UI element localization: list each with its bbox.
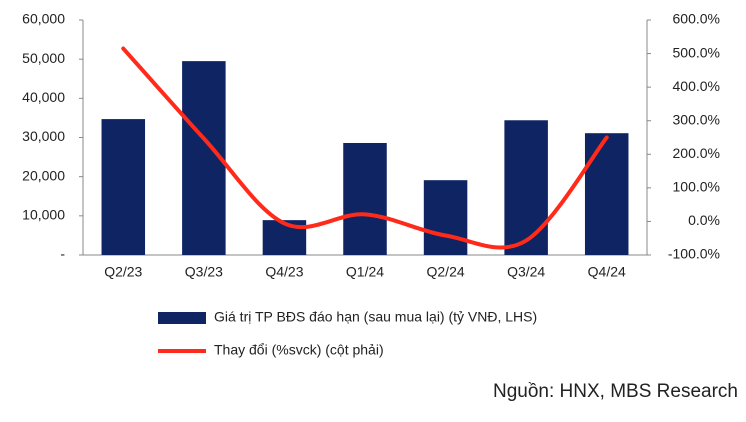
y-tick-label: 60,000	[22, 11, 65, 27]
y2-tick-label: 500.0%	[673, 44, 720, 60]
y2-tick-label: 100.0%	[673, 179, 720, 195]
y-tick-label: 50,000	[22, 50, 65, 66]
source: Nguồn: HNX, MBS Research	[493, 381, 738, 402]
x-tick-label: Q2/23	[104, 264, 142, 280]
y-tick-label: -	[60, 246, 65, 262]
x-tick-label: Q4/24	[588, 264, 626, 280]
y-tick-label: 30,000	[22, 128, 65, 144]
bar	[584, 133, 629, 255]
y2-tick-label: 400.0%	[673, 78, 720, 94]
y-tick-label: 20,000	[22, 167, 65, 183]
y-tick-label: 10,000	[22, 207, 65, 223]
y2-tick-label: 300.0%	[673, 111, 720, 127]
y2-tick-label: 600.0%	[673, 11, 720, 27]
y-tick-label: 40,000	[22, 89, 65, 105]
x-tick-label: Q1/24	[346, 264, 384, 280]
legend-label: Thay đổi (%svck) (cột phải)	[214, 342, 384, 358]
bar	[423, 180, 468, 255]
y2-tick-label: 200.0%	[673, 145, 720, 161]
bar	[504, 120, 548, 256]
legend-swatch	[158, 312, 206, 324]
line	[121, 46, 609, 250]
bar	[101, 119, 146, 255]
bar	[343, 142, 387, 255]
x-tick-label: Q3/23	[185, 264, 223, 280]
x-tick-label: Q2/24	[427, 264, 465, 280]
x-tick-label: Q4/23	[265, 264, 303, 280]
x-tick-label: Q3/24	[507, 264, 545, 280]
legend-label: Giá trị TP BĐS đáo hạn (sau mua lại) (tỷ…	[214, 309, 537, 325]
y2-tick-label: -100.0%	[668, 246, 720, 262]
y2-tick-label: 0.0%	[688, 212, 720, 228]
